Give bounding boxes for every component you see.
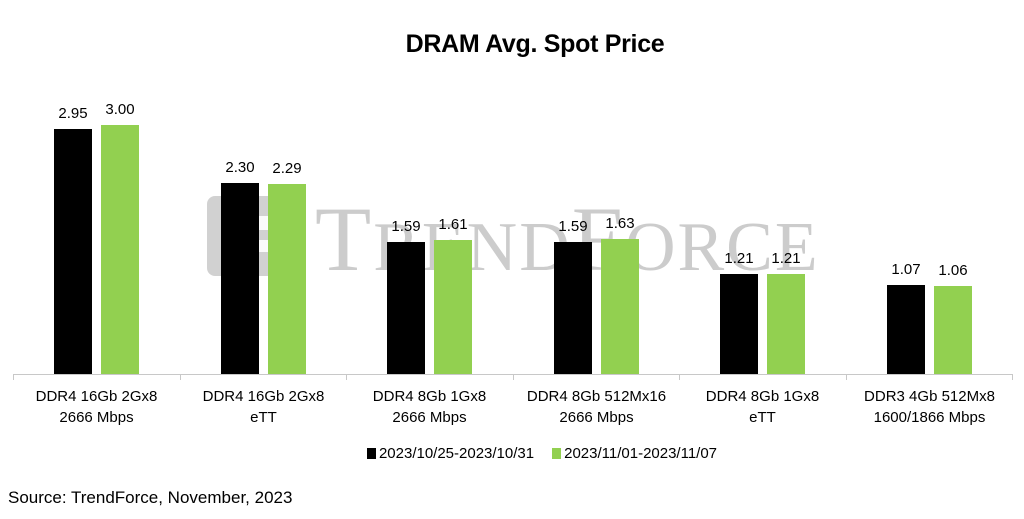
data-label: 1.63 (605, 215, 635, 232)
data-label: 1.61 (438, 216, 468, 233)
data-label: 3.00 (105, 101, 135, 118)
category-label-line1: DDR4 16Gb 2Gx8 (35, 388, 158, 405)
category-label-line2: eTT (749, 409, 776, 426)
category-label: DDR3 4Gb 512Mx8 1600/1866 Mbps (846, 386, 1013, 428)
x-axis-tick (180, 374, 181, 380)
legend-swatch-black (366, 448, 376, 459)
legend-label: 2023/10/25-2023/10/31 (378, 445, 535, 462)
bar-green (434, 240, 472, 374)
chart-title: DRAM Avg. Spot Price (405, 30, 665, 58)
category-label: DDR4 8Gb 512Mx16 2666 Mbps (513, 386, 680, 428)
category-label-line2: eTT (250, 409, 277, 426)
x-axis-tick (1012, 374, 1013, 380)
category-label: DDR4 16Gb 2Gx8 eTT (180, 386, 347, 428)
x-axis-tick (846, 374, 847, 380)
category-label: DDR4 8Gb 1Gx8 eTT (679, 386, 846, 428)
category-label-line1: DDR4 8Gb 512Mx16 (526, 388, 667, 405)
bar-black (554, 242, 592, 374)
legend-swatch-green (552, 448, 562, 459)
legend-item-series-2: 2023/11/01-2023/11/07 (552, 445, 717, 462)
bar-green (934, 286, 972, 374)
bar-green (601, 239, 639, 374)
bar-green (268, 184, 306, 374)
data-label: 1.06 (938, 262, 968, 279)
category-label-line1: DDR4 16Gb 2Gx8 (202, 388, 325, 405)
bar-green (101, 125, 139, 374)
category-label-line1: DDR3 4Gb 512Mx8 (864, 388, 995, 405)
x-axis-tick (513, 374, 514, 380)
x-axis-tick (346, 374, 347, 380)
bar-green (767, 274, 805, 374)
data-label: 2.29 (272, 160, 302, 177)
legend-item-series-1: 2023/10/25-2023/10/31 (366, 445, 535, 462)
bar-black (54, 129, 92, 374)
x-axis-tick (679, 374, 680, 380)
data-label: 1.21 (724, 250, 754, 267)
bar-black (720, 274, 758, 374)
legend-label: 2023/11/01-2023/11/07 (564, 445, 718, 462)
bar-black (887, 285, 925, 374)
category-label-line2: 2666 Mbps (59, 409, 134, 426)
category-label-line2: 2666 Mbps (559, 409, 634, 426)
x-axis-tick (13, 374, 14, 380)
category-label-line1: DDR4 8Gb 1Gx8 (372, 388, 487, 405)
category-label: DDR4 16Gb 2Gx8 2666 Mbps (13, 386, 180, 428)
source-note: Source: TrendForce, November, 2023 (8, 488, 293, 507)
data-label: 1.21 (771, 250, 801, 267)
bar-black (387, 242, 425, 374)
data-label: 1.07 (891, 261, 921, 278)
category-label-line2: 2666 Mbps (392, 409, 467, 426)
data-label: 1.59 (558, 218, 588, 235)
data-label: 2.95 (58, 105, 88, 122)
data-label: 1.59 (391, 218, 421, 235)
category-label-line2: 1600/1866 Mbps (873, 409, 986, 426)
legend: 2023/10/25-2023/10/31 2023/11/01-2023/11… (0, 445, 1024, 462)
data-label: 2.30 (225, 159, 255, 176)
bar-black (221, 183, 259, 374)
category-label-line1: DDR4 8Gb 1Gx8 (705, 388, 820, 405)
category-label: DDR4 8Gb 1Gx8 2666 Mbps (346, 386, 513, 428)
